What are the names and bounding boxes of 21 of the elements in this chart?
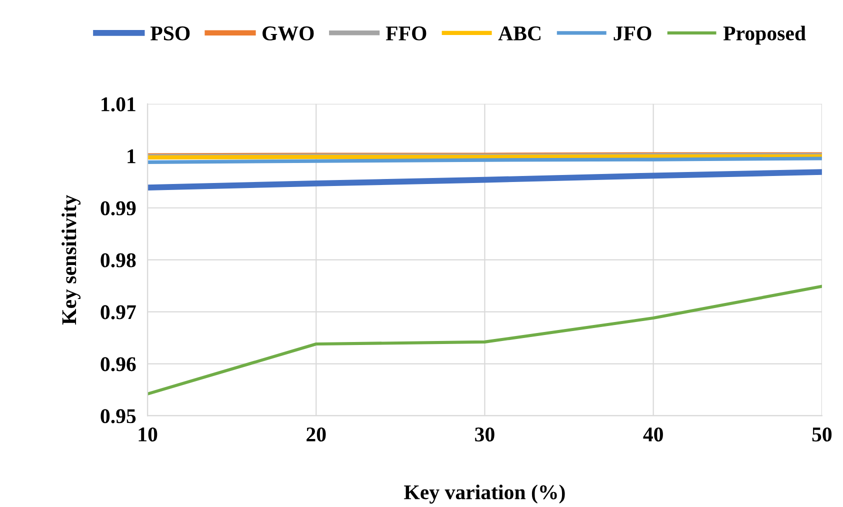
y-tick-label: 0.97 [100,305,136,320]
legend-label: Proposed [723,26,806,45]
y-axis-title: Key sensitivity [62,194,81,325]
x-tick-label: 10 [138,427,158,442]
x-tick-label: 30 [475,427,494,442]
y-tick-label: 1.01 [102,97,136,112]
legend-label: JFO [614,26,652,40]
x-axis-title: Key variation (%) [404,484,565,504]
x-tick-label: 40 [643,427,663,442]
y-tick-label: 0.98 [100,253,136,268]
line-series [148,284,822,396]
legend-label: GWO [262,26,314,41]
legend-label: ABC [498,26,540,40]
y-tick-label: 0.99 [100,201,136,216]
legend-label: PSO [150,26,190,40]
x-tick-label: 20 [306,427,326,442]
y-tick-label: 1 [128,149,136,164]
y-tick-label: 0.96 [100,357,136,372]
x-tick-label: 50 [812,427,832,442]
legend-label: FFO [386,26,426,40]
y-tick-label: 0.95 [100,409,136,424]
